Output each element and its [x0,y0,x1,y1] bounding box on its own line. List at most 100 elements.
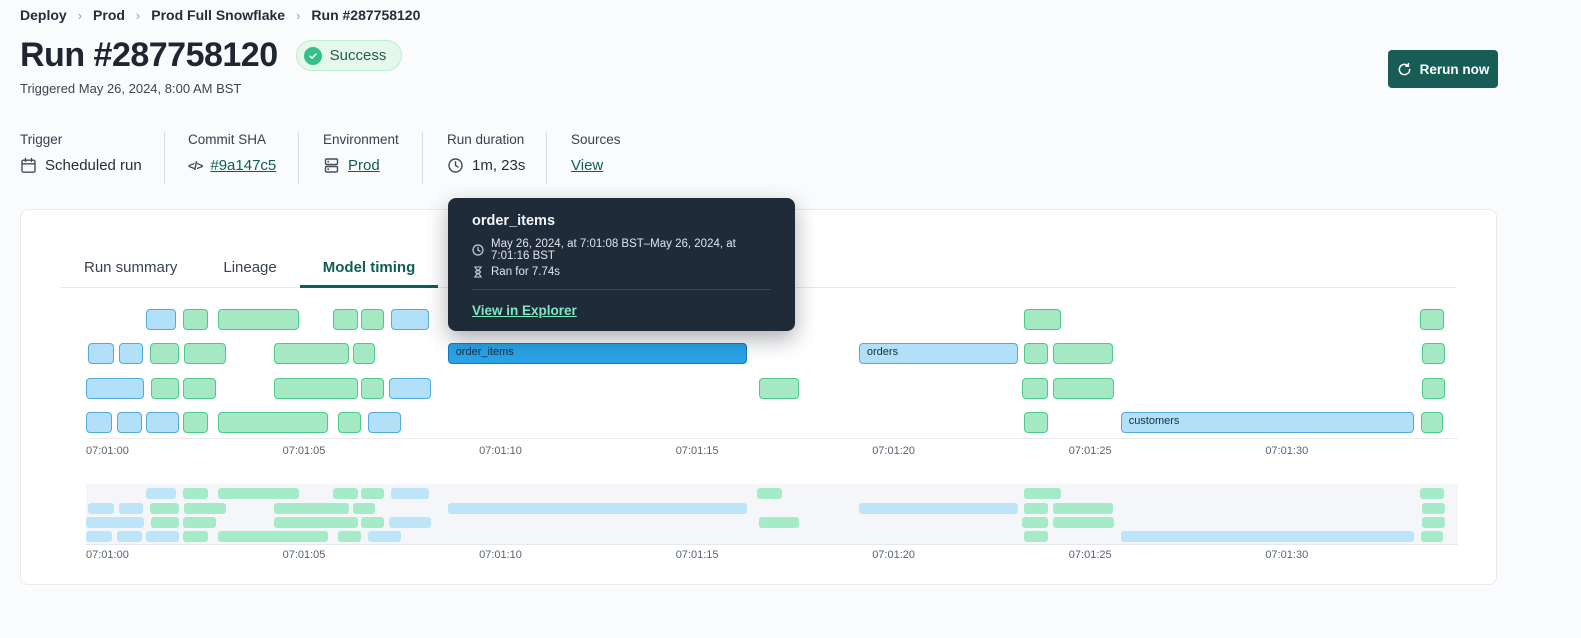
model-bar[interactable] [218,309,300,330]
tab-lineage[interactable]: Lineage [223,259,277,276]
model-bar [367,531,401,542]
model-bar [1421,531,1444,542]
model-bar[interactable] [150,378,179,399]
time-tick: 07:01:05 [282,445,326,457]
tab-run-summary[interactable]: Run summary [84,259,178,276]
model-bar [391,488,429,499]
model-bar[interactable] [183,378,216,399]
model-bar [1052,503,1113,514]
model-bar[interactable] [146,309,176,330]
model-bar[interactable] [332,309,359,330]
tooltip-time-range: May 26, 2024, at 7:01:08 BST–May 26, 202… [491,238,736,262]
model-bar[interactable] [1421,412,1444,433]
model-bar[interactable] [183,343,226,364]
run-metadata-row: Trigger Scheduled run Commit SHA </> #9a… [0,132,1581,186]
model-bar [1023,503,1048,514]
customers-bar[interactable]: customers [1120,412,1414,433]
model-bar[interactable] [1052,378,1114,399]
model-bar[interactable] [1422,343,1445,364]
status-badge-label: Success [329,47,387,64]
model-bar[interactable] [86,412,112,433]
meta-trigger: Trigger Scheduled run [20,132,142,174]
bar-label: orders [866,346,899,358]
model-bar [1052,517,1114,528]
model-bar[interactable] [218,412,328,433]
model-bar[interactable] [1052,343,1113,364]
sources-view-link[interactable]: View [571,157,604,174]
model-bar[interactable] [338,412,361,433]
chevron-right-icon: › [77,7,83,23]
view-in-explorer-link[interactable]: View in Explorer [472,303,577,318]
model-bar [88,503,114,514]
model-bar[interactable] [183,412,208,433]
model-bar [86,517,144,528]
model-bar[interactable] [391,309,429,330]
model-bar[interactable] [145,412,179,433]
model-bar[interactable] [1419,309,1445,330]
breadcrumb-job[interactable]: Prod Full Snowflake [151,7,286,23]
tooltip-duration: Ran for 7.74s [491,266,561,278]
model-bar [86,531,112,542]
model-bar[interactable] [119,343,143,364]
model-bar[interactable] [86,378,144,399]
environment-link[interactable]: Prod [348,157,380,174]
model-bar[interactable] [88,343,114,364]
model-bar[interactable] [352,343,375,364]
divider [164,132,165,184]
model-bar [756,488,782,499]
model-bar[interactable] [360,309,384,330]
model-bar [119,503,143,514]
rerun-now-label: Rerun now [1419,61,1490,77]
model-bar[interactable] [367,412,401,433]
model-bar [183,488,208,499]
model-bar [273,503,349,514]
breadcrumb-prod[interactable]: Prod [93,7,125,23]
model-bar[interactable] [273,378,358,399]
model-bar[interactable] [1023,309,1061,330]
model-bar[interactable] [388,378,431,399]
refresh-icon [1397,62,1412,77]
model-bar[interactable] [1422,378,1445,399]
model-bar [183,517,216,528]
meta-environment-label: Environment [323,132,399,147]
model-bar[interactable] [117,412,142,433]
time-tick: 07:01:05 [282,549,326,561]
commit-sha-link[interactable]: #9a147c5 [210,157,277,174]
model-bar[interactable] [1023,412,1048,433]
tab-model-timing[interactable]: Model timing [299,251,439,288]
time-tick: 07:01:20 [872,549,916,561]
model-bar[interactable] [360,378,384,399]
model-bar[interactable] [150,343,179,364]
model-bar[interactable] [183,309,208,330]
rerun-now-button[interactable]: Rerun now [1388,50,1498,88]
model-bar [146,488,176,499]
divider [472,289,771,290]
chevron-right-icon: › [135,7,141,23]
meta-trigger-value: Scheduled run [45,157,142,174]
model-bar [1022,517,1048,528]
model-bar [352,503,375,514]
meta-sources-label: Sources [571,132,621,147]
code-icon: </> [188,158,203,173]
check-circle-icon [303,46,322,65]
order_items-bar[interactable]: order_items [447,343,747,364]
timeline-overview-brush[interactable] [86,484,1458,545]
page-title: Run #287758120 [20,36,278,74]
hourglass-icon [472,266,484,278]
model-bar[interactable] [1023,343,1048,364]
breadcrumb: Deploy › Prod › Prod Full Snowflake › Ru… [20,7,420,23]
status-badge: Success [295,40,403,71]
model-bar [360,488,384,499]
divider [546,132,547,184]
breadcrumb-deploy[interactable]: Deploy [20,7,67,23]
model-bar[interactable] [758,378,799,399]
time-tick: 07:01:15 [675,445,719,457]
time-tick: 07:01:30 [1265,445,1309,457]
model-bar[interactable] [1022,378,1048,399]
model-bar [273,517,358,528]
model-bar [1419,488,1445,499]
orders-bar[interactable]: orders [858,343,1018,364]
model-bar[interactable] [273,343,349,364]
order_items-bar [447,503,747,514]
divider [298,132,299,184]
